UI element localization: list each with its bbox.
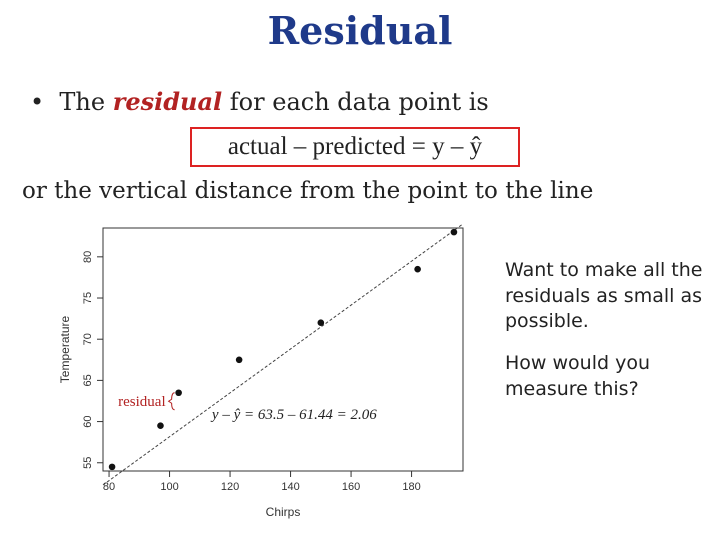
data-point [108, 463, 116, 471]
y-tick-label: 70 [82, 333, 94, 345]
scatter-chart: 80 100 120 140 160 180 55 60 65 70 75 80 Chirps Tempe… [55, 218, 475, 523]
y-axis-label: Temperature [58, 315, 72, 383]
slide-title: Residual [267, 8, 453, 53]
data-point [157, 422, 164, 429]
x-tick-label: 80 [103, 481, 115, 493]
y-tick-label: 80 [82, 251, 94, 263]
data-point [175, 389, 182, 397]
data-point [414, 265, 421, 273]
formula-box: actual – predicted = y – ŷ [190, 127, 520, 167]
data-point [235, 356, 243, 364]
regression-line [102, 223, 464, 486]
chart-svg: 80 100 120 140 160 180 55 60 65 70 75 80 Chirps Tempe… [58, 223, 464, 519]
residual-emphasis: residual [112, 87, 223, 116]
y-tick-label: 60 [82, 415, 94, 427]
x-tick-label: 100 [160, 481, 178, 493]
formula-text: actual – predicted = y – ŷ [227, 133, 483, 160]
y-tick-label: 75 [82, 292, 94, 304]
x-tick-label: 180 [402, 481, 420, 493]
y-tick-label: 55 [82, 457, 94, 469]
x-axis-label: Chirps [266, 505, 301, 519]
x-tick-label: 120 [221, 481, 239, 493]
data-point [317, 319, 325, 327]
residual-bracket [167, 392, 175, 411]
y-tick-label: 65 [82, 374, 94, 386]
residual-annotation: y – ŷ = 63.5 – 61.44 = 2.06 [210, 407, 377, 423]
x-tick-label: 160 [342, 481, 360, 493]
bullet-prefix: The [59, 88, 113, 116]
plot-frame [102, 227, 464, 472]
side-note-2: How would you measure this? [505, 351, 650, 400]
side-note-1: Want to make all the residuals as small … [505, 259, 703, 333]
bullet-marker: • [30, 88, 60, 116]
x-tick-label: 140 [281, 481, 299, 493]
side-notes: Want to make all the residuals as small … [505, 258, 705, 418]
data-point [450, 228, 458, 236]
residual-label: residual [118, 394, 165, 410]
bullet-line: • The residual for each data point is [30, 87, 489, 116]
bullet-suffix: for each data point is [222, 88, 489, 116]
vertical-distance-line: or the vertical distance from the point … [22, 178, 594, 204]
